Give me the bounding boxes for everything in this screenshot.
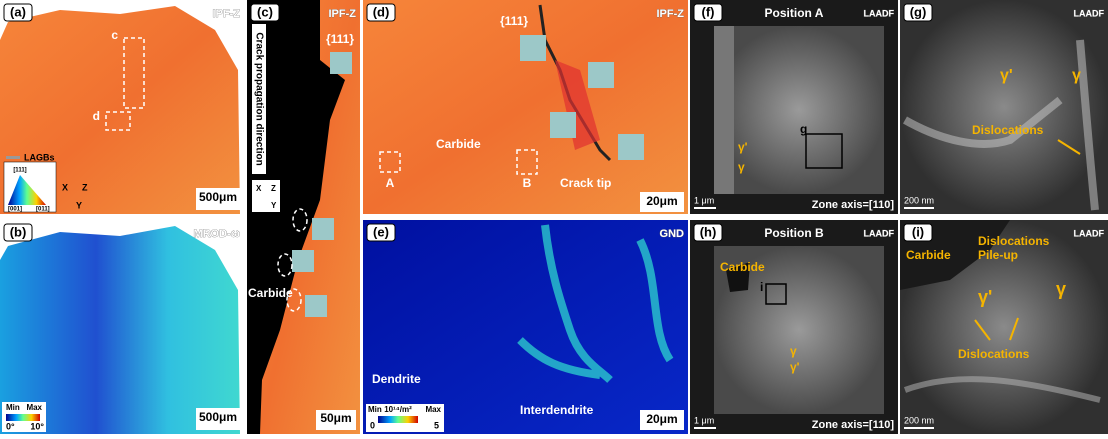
badge: IPF-Z — [329, 8, 357, 20]
annotation: Dislocations — [972, 123, 1044, 137]
scale-bar: 20μm — [646, 194, 677, 208]
annotation: Carbide — [248, 286, 293, 300]
plane: {111} — [326, 32, 354, 46]
title: Position A — [765, 6, 824, 20]
panel-label: (g) — [910, 4, 927, 19]
panel-label: (d) — [373, 4, 390, 19]
scale-bar: 200 nm — [904, 195, 934, 205]
badge: LAADF — [864, 228, 895, 238]
scale-bar: 1 μm — [694, 415, 714, 425]
triangle-label: [111] — [13, 168, 26, 174]
annotation: γ — [1056, 279, 1066, 299]
colorbar-label: 5 — [434, 420, 439, 430]
colorbar-label: Min — [368, 405, 382, 414]
panel-g: (g) LAADF γ' γ Dislocations 200 nm — [900, 0, 1108, 214]
panel-a: (a) IPF-Z c d LAGBs [111] [001] [011] X … — [0, 0, 245, 214]
panel-f: (f) Position A LAADF γ' γ g 1 μm Zone ax… — [690, 0, 898, 214]
panel-label: (h) — [700, 224, 717, 239]
axis: Y — [76, 200, 82, 210]
colorbar-label: 0 — [370, 420, 375, 430]
annotation: Dendrite — [372, 372, 421, 386]
annotation: γ' — [1000, 67, 1013, 84]
panel-label: (e) — [373, 224, 389, 239]
panel-label: (b) — [10, 224, 27, 239]
annotation: γ' — [978, 287, 992, 307]
annotation: Carbide — [906, 248, 951, 262]
axis: Z — [82, 182, 88, 192]
colorbar-label: 10° — [30, 421, 44, 431]
axis: X — [62, 182, 68, 192]
title: Position B — [764, 226, 824, 240]
colorbar-label: Min — [6, 403, 20, 412]
figure: (a) IPF-Z c d LAGBs [111] [001] [011] X … — [0, 0, 1108, 434]
annotation: Carbide — [436, 137, 481, 151]
scale-bar: 500μm — [199, 190, 237, 204]
badge: LAADF — [1074, 8, 1105, 18]
annotation: Interdendrite — [520, 403, 594, 417]
badge: IPF-Z — [213, 8, 241, 20]
axis: X — [256, 184, 262, 193]
badge: MROD-ω — [193, 228, 240, 240]
colorbar-label: 0° — [6, 421, 15, 431]
panel-label: (i) — [912, 224, 924, 239]
panel-h: (h) Position B LAADF Carbide i γ γ' 1 μm… — [690, 220, 898, 434]
triangle-label: [011] — [36, 207, 50, 213]
colorbar-label: Max — [26, 403, 42, 412]
panel-d: (d) IPF-Z {111} Carbide A B Crack tip 20… — [363, 0, 688, 214]
badge: GND — [660, 228, 685, 240]
colorbar-label: Max — [425, 405, 441, 414]
zone-axis: Zone axis=[110] — [812, 199, 895, 211]
annotation: Dislocations — [958, 347, 1030, 361]
panel-label: (c) — [257, 4, 273, 19]
colorbar-label: 10¹⁴/m² — [384, 405, 412, 414]
annotation: Pile-up — [978, 248, 1018, 262]
triangle-label: [001] — [8, 207, 22, 213]
arrow-text: Crack propagation direction — [253, 32, 264, 165]
annotation: B — [523, 176, 532, 190]
scale-bar: 20μm — [646, 412, 677, 426]
scale-bar: 500μm — [199, 410, 237, 424]
badge: LAADF — [1074, 228, 1105, 238]
panel-label: (f) — [702, 4, 715, 19]
badge: IPF-Z — [657, 8, 685, 20]
annotation: Carbide — [720, 260, 765, 274]
panel-c: (c) IPF-Z {111} Crack propagation direct… — [247, 0, 360, 434]
panel-i: (i) LAADF Carbide Dislocations Pile-up γ… — [900, 220, 1108, 434]
annotation: A — [386, 176, 395, 190]
annotation: γ' — [738, 140, 748, 154]
annotation: i — [760, 280, 763, 294]
annotation: g — [800, 122, 807, 136]
panel-e: (e) GND Min 10¹⁴/m² Max 0 5 Dendrite Int… — [363, 220, 688, 434]
plane: {111} — [500, 14, 528, 28]
scale-bar: 50μm — [320, 411, 351, 425]
annotation: Crack tip — [560, 176, 611, 190]
zone-axis: Zone axis=[110] — [812, 419, 895, 431]
panel-b: (b) MROD-ω Min Max 0° 10° 500μm — [0, 220, 245, 434]
badge: LAADF — [864, 8, 895, 18]
marker: c — [111, 28, 118, 42]
annotation: γ' — [790, 360, 800, 374]
marker: d — [93, 109, 100, 123]
annotation: γ — [790, 344, 797, 358]
annotation: Dislocations — [978, 234, 1050, 248]
scale-bar: 1 μm — [694, 195, 714, 205]
annotation: γ — [1072, 67, 1081, 84]
scale-bar: 200 nm — [904, 415, 934, 425]
axis: Z — [271, 184, 276, 193]
panel-label: (a) — [10, 4, 26, 19]
axis: Y — [271, 201, 277, 210]
legend: LAGBs — [24, 152, 55, 162]
annotation: γ — [738, 160, 745, 174]
